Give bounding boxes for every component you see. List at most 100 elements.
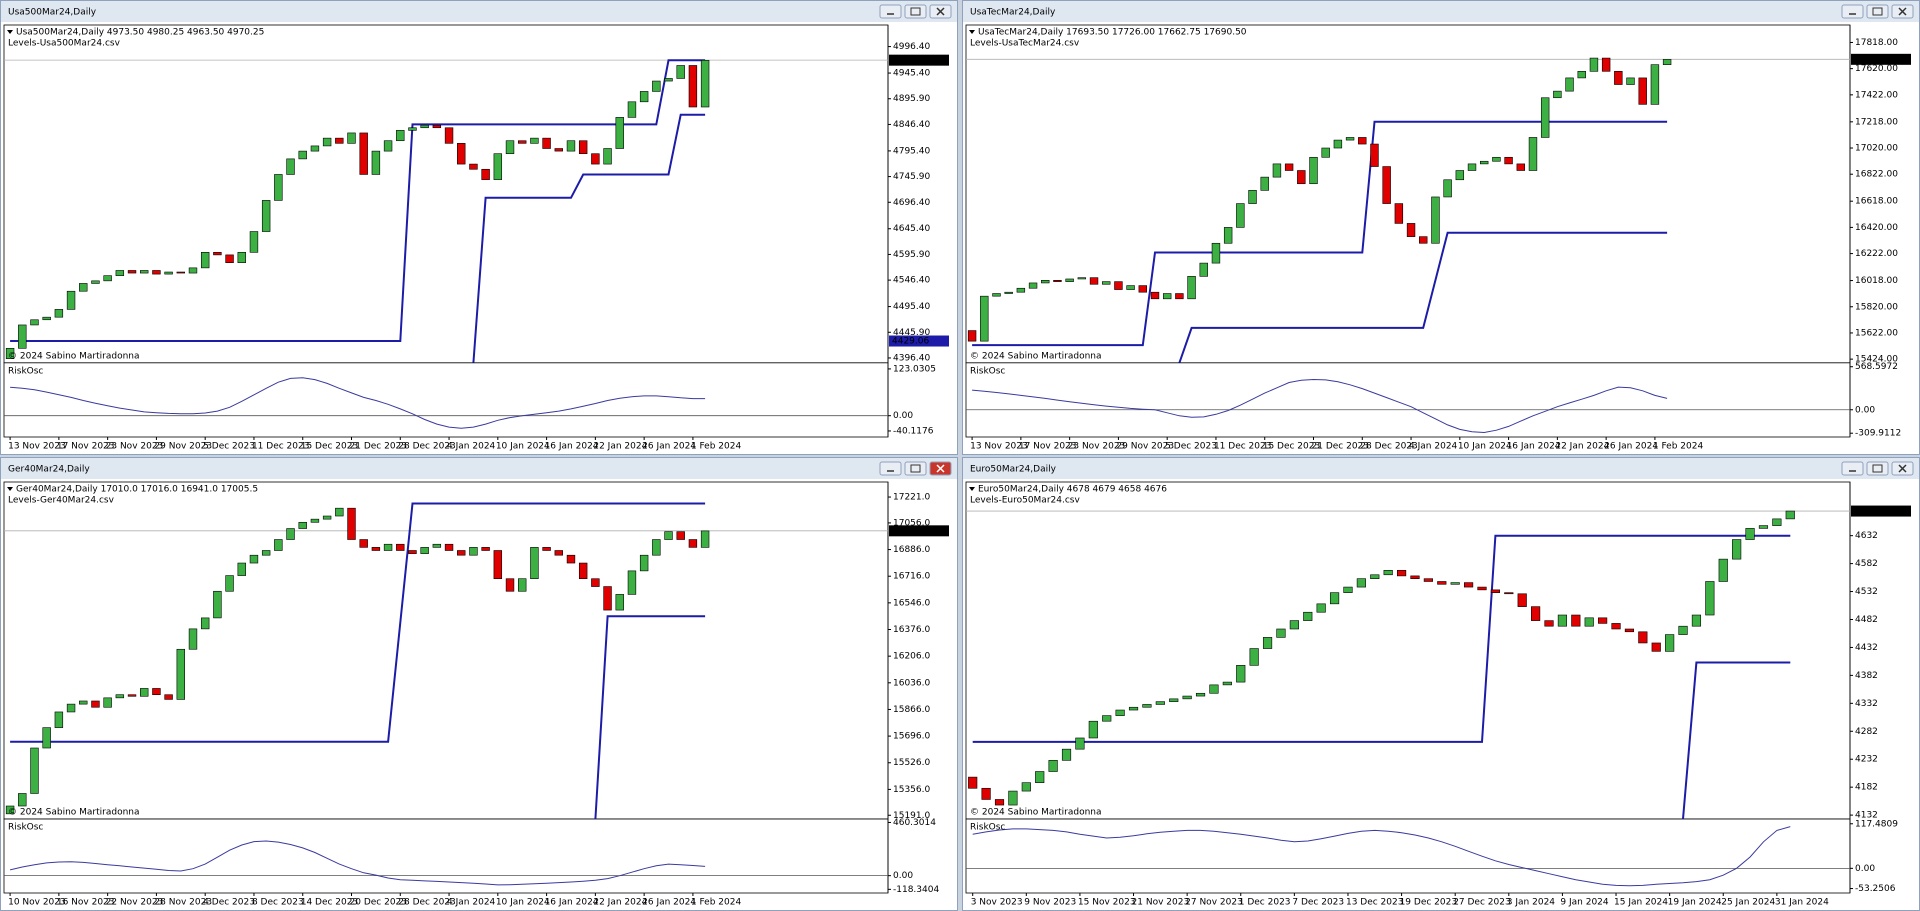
- date-label: 28 Nov 2023: [154, 898, 212, 908]
- price-tick-label: 15526.0: [893, 758, 930, 768]
- button-face[interactable]: [1841, 461, 1864, 476]
- osc-tick-label: 568.5972: [1855, 362, 1898, 372]
- osc-name: RiskOsc: [8, 823, 43, 833]
- level-price-label-box: [889, 335, 949, 347]
- level-line: [594, 615, 706, 820]
- button-face[interactable]: [904, 461, 927, 476]
- candle-body: [1785, 510, 1795, 520]
- date-label: 8 Dec 2023: [252, 898, 304, 908]
- candle-body: [237, 252, 246, 263]
- candle-body: [518, 578, 527, 592]
- candle-body: [1540, 97, 1550, 138]
- candle-body: [140, 688, 149, 697]
- button-glyph[interactable]: [910, 7, 921, 16]
- candle-body: [1358, 137, 1367, 145]
- candle-body: [1048, 760, 1058, 772]
- button-glyph[interactable]: [936, 7, 945, 16]
- candle-body: [1222, 681, 1232, 686]
- date-label: 11 Dec 2023: [252, 442, 310, 452]
- candle-body: [286, 158, 295, 175]
- window-maximize-button[interactable]: [1866, 461, 1889, 476]
- candle-body: [591, 578, 600, 587]
- button-face[interactable]: [1841, 4, 1864, 19]
- price-pane: [965, 481, 1851, 820]
- button-glyph[interactable]: [936, 464, 945, 473]
- price-tick-label: 16886.0: [893, 545, 930, 555]
- window-title-bar: [1, 458, 957, 479]
- symbol-info: Usa500Mar24,Daily 4973.50 4980.25 4963.5…: [16, 28, 264, 38]
- button-face[interactable]: [879, 461, 902, 476]
- candle-body: [261, 200, 271, 232]
- candle-body: [554, 148, 563, 152]
- candle-body: [79, 700, 88, 705]
- window-title-bar: [1, 1, 957, 22]
- candle-body: [66, 290, 76, 310]
- candle-body: [1584, 617, 1594, 627]
- candle-body: [615, 117, 624, 149]
- window-minimize-button[interactable]: [879, 461, 902, 476]
- candle-body: [408, 550, 417, 554]
- candle-body: [1516, 163, 1525, 171]
- candle-body: [127, 270, 137, 274]
- collapse-arrow: [969, 30, 975, 34]
- window-close-button[interactable]: [1891, 4, 1914, 19]
- date-label: 4 Jan 2024: [1409, 442, 1457, 452]
- candle-body: [249, 231, 259, 253]
- chart-window: Ger40Mar24,Daily 17221.0 17056.0 16886.0 167…: [0, 457, 958, 911]
- button-glyph[interactable]: [910, 464, 921, 473]
- osc-tick-label: 0.00: [893, 411, 913, 421]
- date-label: 27 Nov 2023: [1185, 898, 1243, 908]
- date-label: 22 Jan 2024: [593, 442, 647, 452]
- button-face[interactable]: [1866, 461, 1889, 476]
- window-minimize-button[interactable]: [879, 4, 902, 19]
- window-minimize-button[interactable]: [1841, 4, 1864, 19]
- window-minimize-button[interactable]: [1841, 461, 1864, 476]
- candle-body: [1182, 695, 1192, 700]
- candle-body: [1276, 628, 1286, 638]
- price-tick-label: 16716.0: [893, 572, 930, 582]
- button-face[interactable]: [904, 4, 927, 19]
- button-glyph[interactable]: [1872, 7, 1883, 16]
- price-tick-label: 16546.0: [893, 598, 930, 608]
- window-maximize-button[interactable]: [904, 4, 927, 19]
- candle-body: [639, 91, 649, 103]
- window-close-button[interactable]: [1891, 461, 1914, 476]
- window-title: Euro50Mar24,Daily: [970, 465, 1057, 475]
- candle-body: [30, 747, 39, 794]
- candle-body: [1370, 143, 1379, 167]
- price-tick-label: 16420.00: [1855, 223, 1898, 233]
- candle-body: [396, 130, 405, 142]
- button-glyph[interactable]: [1898, 7, 1907, 16]
- button-glyph[interactable]: [1898, 464, 1907, 473]
- window-maximize-button[interactable]: [1866, 4, 1889, 19]
- price-tick-label: 4495.40: [893, 302, 930, 312]
- date-label: 31 Jan 2024: [1775, 898, 1829, 908]
- candle-body: [554, 550, 563, 556]
- current-price-label: 17005.5: [892, 526, 929, 536]
- candle-body: [115, 694, 125, 699]
- candle-body: [335, 507, 344, 517]
- candle-body: [1443, 179, 1452, 198]
- candle-body: [1053, 279, 1062, 282]
- osc-name: RiskOsc: [8, 366, 43, 376]
- button-face[interactable]: [879, 4, 902, 19]
- price-tick-label: 4795.40: [893, 146, 930, 156]
- window-maximize-button[interactable]: [904, 461, 927, 476]
- oscillator-pane: [965, 362, 1851, 438]
- price-tick-label: 17620.00: [1855, 64, 1898, 74]
- window-close-button[interactable]: [929, 461, 952, 476]
- candle-body: [200, 252, 210, 269]
- button-face[interactable]: [1866, 4, 1889, 19]
- date-label: 4 Jan 2024: [447, 442, 495, 452]
- date-label: 16 Nov 2023: [57, 898, 115, 908]
- price-pane: [965, 24, 1851, 364]
- candle-body: [664, 78, 673, 82]
- candle-body: [432, 543, 442, 548]
- candle-body: [1088, 720, 1098, 739]
- button-glyph[interactable]: [1872, 464, 1883, 473]
- levels-file: Levels-Ger40Mar24.csv: [8, 496, 115, 506]
- date-label: 17 Nov 2023: [57, 442, 115, 452]
- window-close-button[interactable]: [929, 4, 952, 19]
- osc-tick-label: -53.2506: [1855, 884, 1896, 894]
- date-label: 10 Jan 2024: [496, 898, 550, 908]
